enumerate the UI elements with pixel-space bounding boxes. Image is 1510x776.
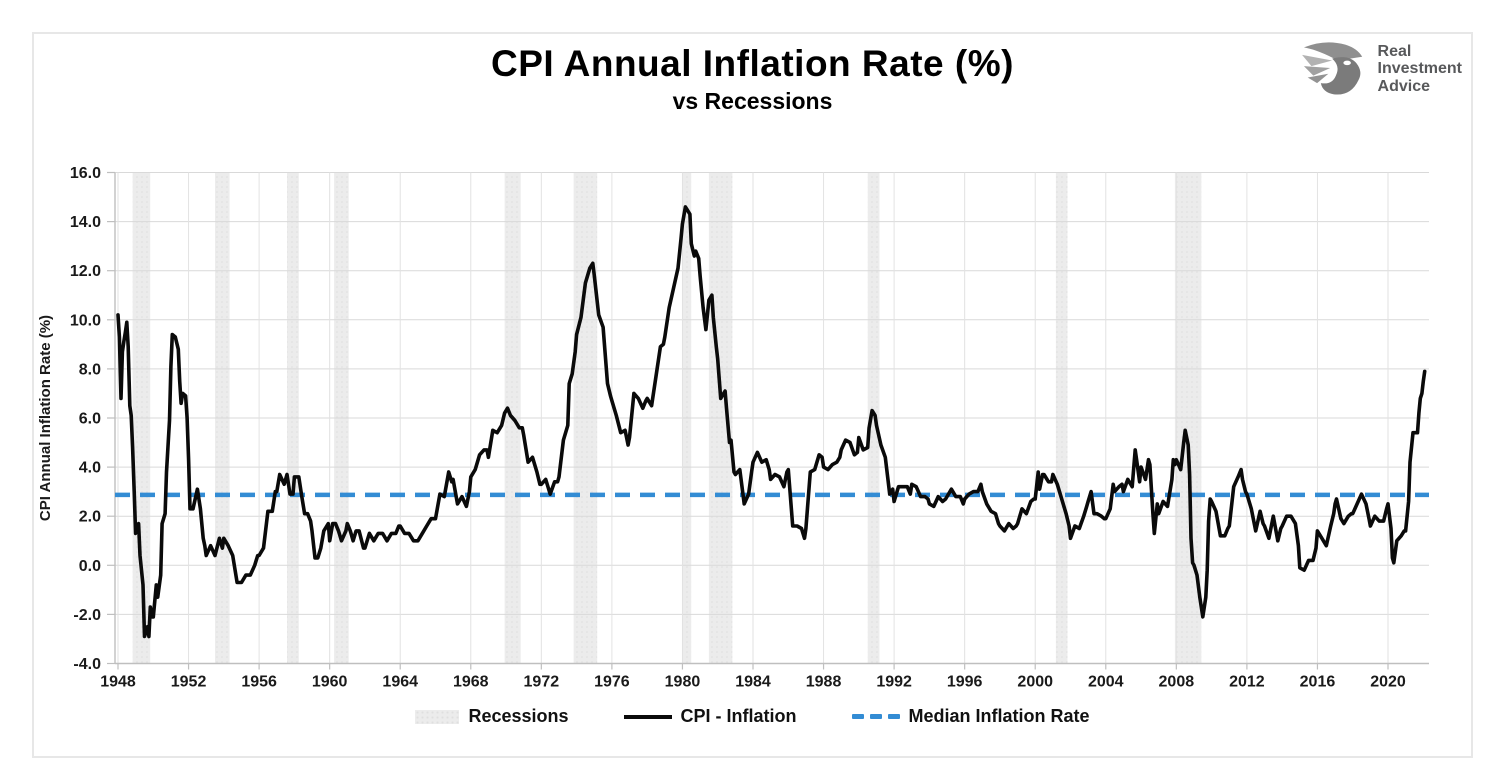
- y-tick-label: 12.0: [70, 263, 101, 280]
- median-dash-swatch-icon: [851, 714, 900, 719]
- recession-swatch-icon: [415, 709, 460, 724]
- y-tick-label: 0.0: [79, 558, 101, 575]
- x-tick-label: 1960: [312, 674, 348, 691]
- x-tick-label: 1980: [665, 674, 701, 691]
- x-tick-label: 1948: [100, 674, 136, 691]
- y-tick-label: 6.0: [79, 411, 101, 428]
- x-tick-label: 1964: [382, 674, 418, 691]
- x-tick-label: 1956: [241, 674, 277, 691]
- chart-legend: Recessions CPI - Inflation Median Inflat…: [32, 706, 1473, 727]
- x-tick-label: 1992: [876, 674, 912, 691]
- x-tick-label: 1968: [453, 674, 489, 691]
- x-tick-label: 2012: [1229, 674, 1265, 691]
- x-tick-label: 1996: [947, 674, 983, 691]
- y-tick-label: -4.0: [73, 656, 101, 673]
- x-tick-label: 1984: [735, 674, 771, 691]
- legend-label: Recessions: [468, 706, 569, 726]
- eagle-icon: [1301, 42, 1362, 95]
- legend-label: Median Inflation Rate: [908, 706, 1090, 726]
- cpi-line-swatch-icon: [623, 714, 672, 719]
- x-tick-label: 2008: [1159, 674, 1195, 691]
- x-tick-label: 2020: [1370, 674, 1406, 691]
- chart-subtitle: vs Recessions: [672, 87, 833, 114]
- cpi-inflation-line: [116, 205, 1427, 639]
- y-tick-label: 4.0: [79, 460, 101, 477]
- legend-item-cpi-inflation: CPI - Inflation: [623, 706, 797, 727]
- logo-line-1: Real: [1377, 43, 1412, 61]
- logo-line-3: Advice: [1377, 77, 1430, 95]
- x-tick-label: 2016: [1300, 674, 1336, 691]
- y-axis-title: CPI Annual Inflation Rate (%): [37, 315, 54, 521]
- legend-item-recessions: Recessions: [415, 706, 569, 727]
- legend-item-median-inflation-rate: Median Inflation Rate: [851, 706, 1090, 727]
- x-tick-label: 1972: [524, 674, 560, 691]
- x-tick-label: 1988: [806, 674, 842, 691]
- y-tick-label: 8.0: [79, 361, 101, 378]
- real-investment-advice-logo: Real Investment Advice: [1300, 38, 1462, 100]
- logo-line-2: Investment: [1377, 60, 1462, 78]
- x-tick-label: 1952: [171, 674, 207, 691]
- logo-text: Real Investment Advice: [1378, 43, 1462, 95]
- title-block: CPI Annual Inflation Rate (%) vs Recessi…: [32, 43, 1473, 115]
- x-tick-label: 2004: [1088, 674, 1124, 691]
- legend-label: CPI - Inflation: [680, 706, 797, 726]
- y-tick-label: 14.0: [70, 214, 101, 231]
- y-tick-label: 10.0: [70, 312, 101, 329]
- y-tick-label: 16.0: [70, 165, 101, 182]
- y-tick-label: -2.0: [73, 607, 101, 624]
- chart-frame: [32, 32, 1473, 758]
- x-tick-label: 1976: [594, 674, 630, 691]
- x-tick-label: 2000: [1017, 674, 1053, 691]
- y-tick-label: 2.0: [79, 509, 101, 526]
- chart-title: CPI Annual Inflation Rate (%): [491, 43, 1014, 84]
